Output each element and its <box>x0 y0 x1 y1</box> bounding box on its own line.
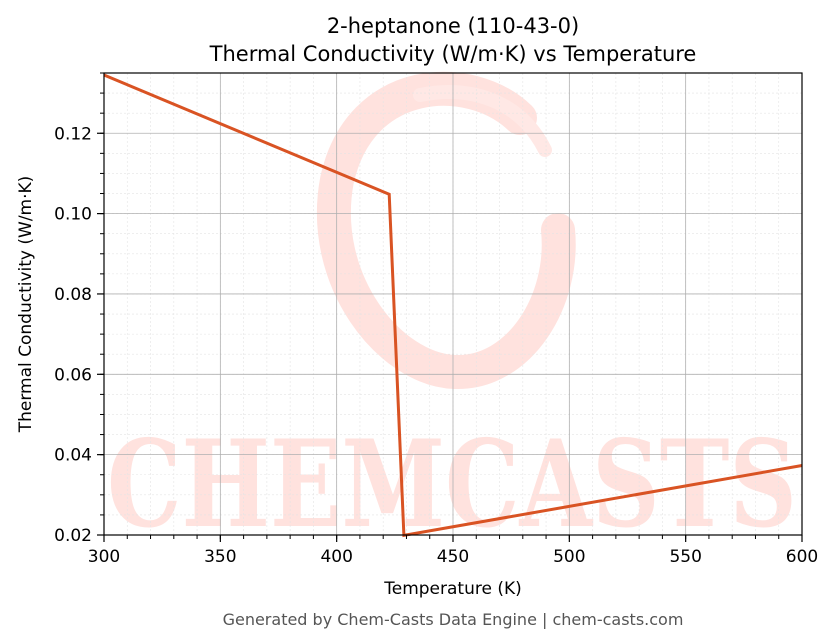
series-line <box>103 73 803 538</box>
x-axis-label: Temperature (K) <box>383 579 522 599</box>
x-tick-label: 400 <box>320 547 352 567</box>
y-tick-label: 0.10 <box>54 205 92 225</box>
watermark: CHEMCASTS <box>107 71 797 555</box>
y-axis-label: Thermal Conductivity (W/m·K) <box>16 176 36 434</box>
x-axis-ticks: 300 350 400 450 500 550 600 <box>88 535 818 567</box>
chart-title-line2: Thermal Conductivity (W/m·K) vs Temperat… <box>209 42 697 66</box>
y-tick-label: 0.12 <box>54 124 92 144</box>
x-tick-label: 350 <box>204 547 236 567</box>
y-tick-label: 0.08 <box>54 285 92 305</box>
x-tick-label: 600 <box>786 547 818 567</box>
x-tick-label: 500 <box>553 547 585 567</box>
y-tick-label: 0.06 <box>54 365 92 385</box>
footer-credit: Generated by Chem-Casts Data Engine | ch… <box>223 610 684 629</box>
chart-title-line1: 2-heptanone (110-43-0) <box>327 14 579 38</box>
x-tick-label: 450 <box>437 547 469 567</box>
watermark-text: CHEMCASTS <box>107 414 797 555</box>
y-tick-label: 0.04 <box>54 446 92 466</box>
y-axis-ticks: 0.02 0.04 0.06 0.08 0.10 0.12 <box>54 72 104 546</box>
x-tick-label: 300 <box>88 547 120 567</box>
watermark-logo-swirl <box>413 85 552 157</box>
y-tick-label: 0.02 <box>54 526 92 546</box>
x-tick-label: 550 <box>669 547 701 567</box>
